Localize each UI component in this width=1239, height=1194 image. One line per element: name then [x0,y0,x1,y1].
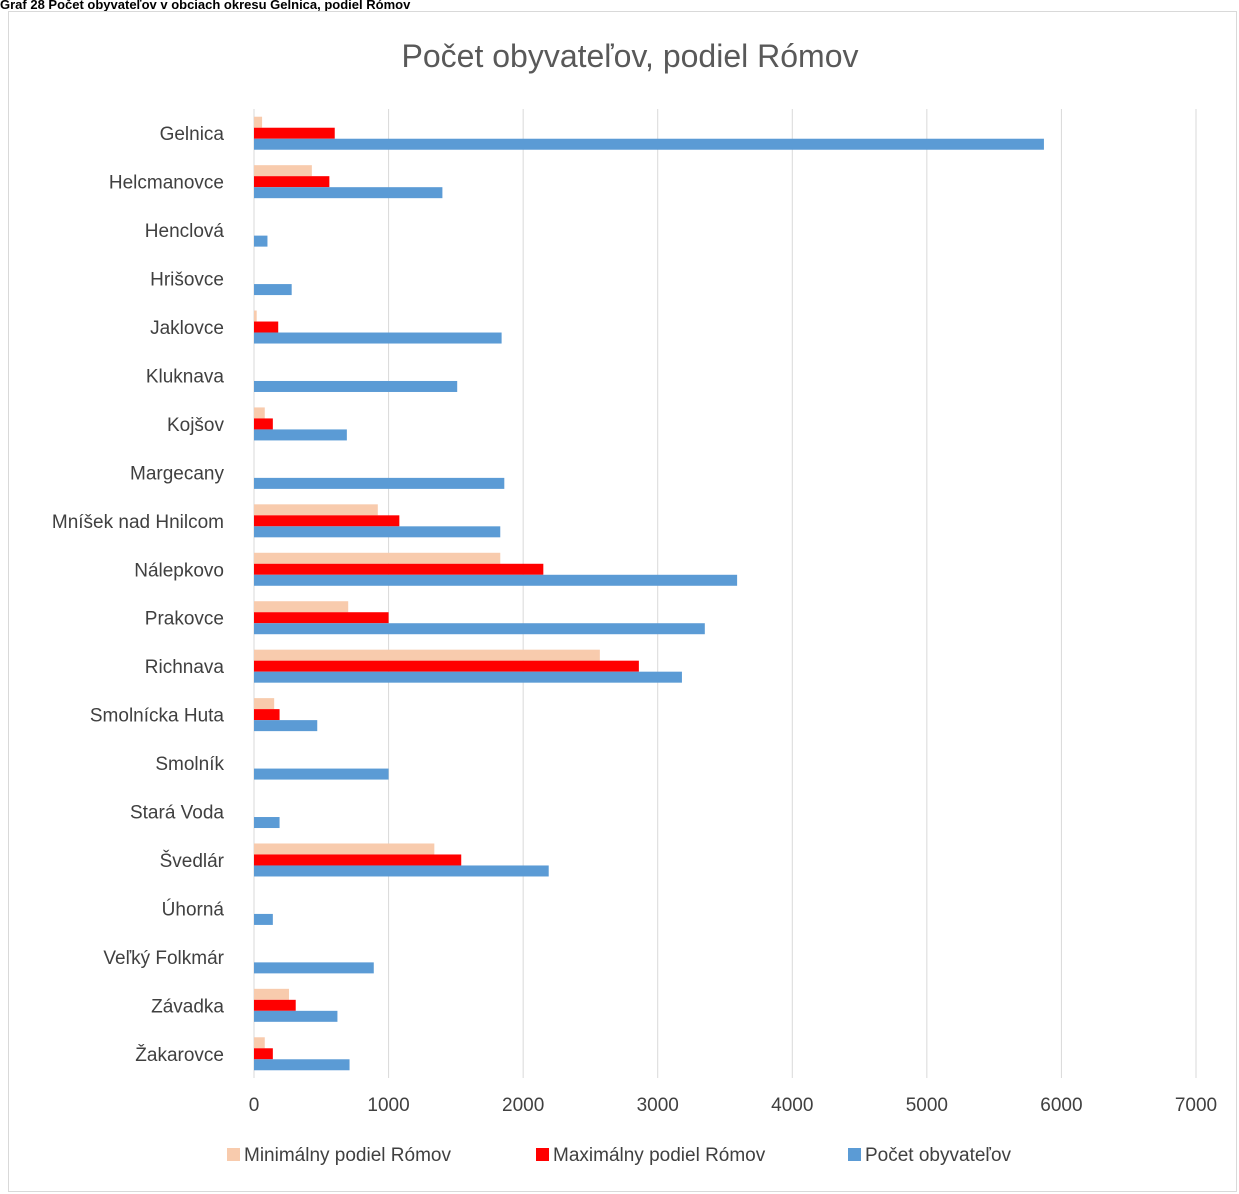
bar-minimalny-podiel-romov-nalepkovo [254,552,501,564]
category-label-margecany: Margecany [130,463,224,484]
bar-maximalny-podiel-romov-zakarovce [254,1048,273,1060]
bar-pocet-obyvatelov-nalepkovo [254,574,738,586]
bar-maximalny-podiel-romov-kojsov [254,418,273,430]
category-label-svedlar: Švedlár [160,850,225,872]
bar-minimalny-podiel-romov-helcmanovce [254,165,312,177]
category-label-velky-folkmar: Veľký Folkmár [103,948,224,969]
bar-pocet-obyvatelov-helcmanovce [254,187,443,199]
bar-pocet-obyvatelov-richnava [254,671,682,683]
category-label-smolnicka-huta: Smolnícka Huta [90,706,225,727]
legend-swatch-pocet-obyvatelov [848,1148,861,1161]
bar-maximalny-podiel-romov-prakovce [254,612,389,624]
category-label-jaklovce: Jaklovce [150,318,224,339]
legend-swatch-maximalny-podiel-romov [536,1148,549,1161]
x-tick-4000: 4000 [771,1095,813,1116]
bar-minimalny-podiel-romov-kojsov [254,407,265,419]
gridlines [253,109,1197,1078]
bar-pocet-obyvatelov-henclova [254,235,268,247]
x-tick-7000: 7000 [1175,1095,1217,1116]
bars [254,116,1044,1071]
bar-pocet-obyvatelov-kojsov [254,429,347,441]
category-label-uhorna: Úhorná [162,898,225,920]
bar-pocet-obyvatelov-gelnica [254,138,1044,150]
category-label-zakarovce: Žakarovce [135,1044,224,1066]
category-label-helcmanovce: Helcmanovce [109,173,224,194]
category-label-prakovce: Prakovce [145,609,224,630]
legend-label-pocet-obyvatelov: Počet obyvateľov [865,1145,1012,1166]
chart-frame [8,11,1237,1192]
bar-pocet-obyvatelov-kluknava [254,380,458,392]
legend-label-minimalny-podiel-romov: Minimálny podiel Rómov [244,1145,451,1166]
bar-minimalny-podiel-romov-jaklovce [254,310,257,322]
x-tick-1000: 1000 [367,1095,409,1116]
bar-maximalny-podiel-romov-svedlar [254,854,462,866]
bar-pocet-obyvatelov-smolnik [254,768,389,780]
bar-maximalny-podiel-romov-helcmanovce [254,176,330,188]
bar-pocet-obyvatelov-jaklovce [254,332,502,344]
bar-pocet-obyvatelov-velky-folkmar [254,962,374,974]
bar-pocet-obyvatelov-mnisek-nad-hnilcom [254,526,501,538]
bar-maximalny-podiel-romov-smolnicka-huta [254,709,280,721]
bar-maximalny-podiel-romov-mnisek-nad-hnilcom [254,515,400,527]
bar-minimalny-podiel-romov-mnisek-nad-hnilcom [254,504,378,516]
category-label-mnisek-nad-hnilcom: Mníšek nad Hnilcom [52,512,224,533]
x-tick-0: 0 [249,1095,260,1116]
legend-swatch-minimalny-podiel-romov [227,1148,240,1161]
category-label-hrisovce: Hrišovce [150,270,224,291]
bar-pocet-obyvatelov-zavadka [254,1010,338,1022]
bar-minimalny-podiel-romov-zavadka [254,988,289,1000]
x-tick-5000: 5000 [906,1095,948,1116]
bar-pocet-obyvatelov-svedlar [254,865,549,877]
category-label-nalepkovo: Nálepkovo [134,560,224,581]
bar-maximalny-podiel-romov-jaklovce [254,321,279,333]
bar-pocet-obyvatelov-smolnicka-huta [254,720,318,732]
category-label-gelnica: Gelnica [160,124,225,145]
x-tick-2000: 2000 [502,1095,544,1116]
category-label-kluknava: Kluknava [146,366,225,387]
x-tick-labels: 0 1000 2000 3000 4000 5000 6000 7000 [249,1095,1217,1116]
x-tick-3000: 3000 [637,1095,679,1116]
category-label-richnava: Richnava [145,657,225,678]
bar-pocet-obyvatelov-uhorna [254,913,273,925]
x-tick-6000: 6000 [1040,1095,1082,1116]
bar-minimalny-podiel-romov-gelnica [254,116,263,128]
category-label-kojsov: Kojšov [167,415,225,436]
bar-pocet-obyvatelov-stara-voda [254,817,280,829]
bar-maximalny-podiel-romov-richnava [254,660,639,672]
bar-maximalny-podiel-romov-gelnica [254,127,335,139]
category-label-zavadka: Závadka [151,996,224,1017]
legend-label-maximalny-podiel-romov: Maximálny podiel Rómov [553,1145,766,1166]
category-labels: Gelnica Helcmanovce Henclová Hrišovce Jaklov… [52,124,225,1066]
bar-minimalny-podiel-romov-prakovce [254,601,349,613]
category-label-stara-voda: Stará Voda [130,803,224,824]
chart-title: Počet obyvateľov, podiel Rómov [402,38,859,74]
bar-minimalny-podiel-romov-smolnicka-huta [254,698,275,710]
bar-maximalny-podiel-romov-zavadka [254,999,296,1011]
bar-pocet-obyvatelov-margecany [254,477,505,489]
bar-minimalny-podiel-romov-zakarovce [254,1037,265,1049]
bar-minimalny-podiel-romov-svedlar [254,843,435,855]
bar-pocet-obyvatelov-prakovce [254,623,705,635]
bar-minimalny-podiel-romov-richnava [254,649,600,661]
category-label-smolnik: Smolník [155,754,224,775]
bar-pocet-obyvatelov-zakarovce [254,1059,350,1071]
category-label-henclova: Henclová [145,221,225,242]
legend: Minimálny podiel Rómov Maximálny podiel R… [227,1145,1012,1166]
bar-maximalny-podiel-romov-nalepkovo [254,563,544,575]
bar-pocet-obyvatelov-hrisovce [254,284,292,296]
chart-caption: Graf 28 Počet obyvateľov v obciach okres… [0,0,411,12]
